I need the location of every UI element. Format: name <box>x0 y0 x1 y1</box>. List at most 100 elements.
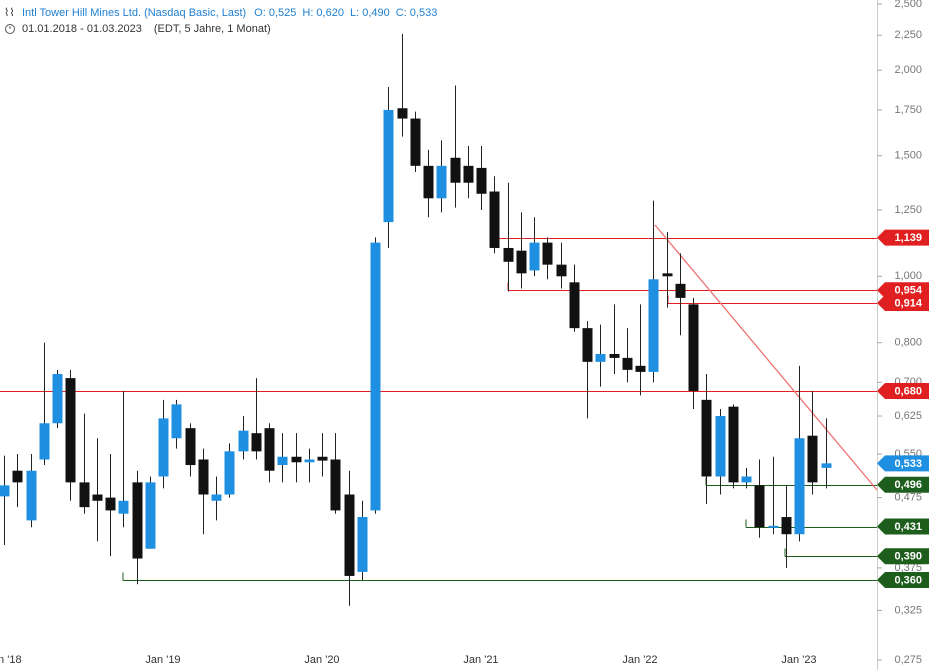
candle-body <box>436 165 447 199</box>
candle-body <box>529 242 540 271</box>
y-tick-label: 0,275 <box>894 654 922 666</box>
candle-body <box>118 500 129 514</box>
x-tick-label: Jan '19 <box>145 654 180 666</box>
x-tick-label: Jan '18 <box>0 654 22 666</box>
ohlc-value: C: 0,533 <box>396 7 438 19</box>
candle-body <box>105 497 116 511</box>
candle-body <box>781 517 792 535</box>
y-tick-label: 0,475 <box>894 492 922 504</box>
y-tick-label: 0,375 <box>894 562 922 574</box>
candle-body <box>728 406 739 483</box>
level-badge-label: 0,496 <box>894 479 922 491</box>
level-badge <box>877 229 929 246</box>
ohlc-value: L: 0,490 <box>350 7 390 19</box>
candle-body <box>556 264 567 277</box>
candle-body <box>741 476 752 483</box>
candle-body <box>344 494 355 576</box>
candle-body <box>648 279 659 372</box>
y-tick-label: 1,250 <box>894 204 922 216</box>
level-badge <box>877 476 929 493</box>
level-badge-label: 0,954 <box>894 285 922 297</box>
candle-body <box>211 494 222 501</box>
plot-area: Jan '18 Jan '19 Jan '20 Jan '21 Jan '22 Jan '… <box>0 33 878 666</box>
candle-body <box>158 418 169 477</box>
candle-body <box>304 459 315 463</box>
y-tick-label: 1,000 <box>894 270 922 282</box>
candle-body <box>145 482 156 549</box>
level-badge <box>877 572 929 589</box>
x-tick-label: Jan '21 <box>463 654 498 666</box>
ohlc-value: O: 0,525 <box>254 7 296 19</box>
level-badge-label: 1,139 <box>894 232 922 244</box>
candle-body <box>330 459 341 511</box>
chart-title: Intl Tower Hill Mines Ltd. (Nasdaq Basic… <box>22 7 246 19</box>
trend-line <box>654 224 878 491</box>
level-badge-label: 0,390 <box>894 551 922 563</box>
candle-body <box>0 485 10 497</box>
x-tick-label: Jan '22 <box>622 654 657 666</box>
candle-body <box>79 482 90 508</box>
y-tick-label: 2,000 <box>894 64 922 76</box>
candle-body <box>383 109 394 223</box>
candle-body <box>489 191 500 248</box>
candle-body <box>807 435 818 483</box>
level-badge <box>877 382 929 399</box>
candle-body <box>794 438 805 535</box>
chart-icon: ⌇⌇ <box>4 7 15 19</box>
candle-body <box>662 273 673 277</box>
candle-body <box>132 482 143 559</box>
candle-body <box>754 485 765 528</box>
candle-body <box>224 451 235 495</box>
y-axis: 2,500 2,250 2,000 1,750 1,500 1,250 1,000 0,800… <box>877 0 929 666</box>
candle-body <box>675 283 686 298</box>
level-badge-label: 0,914 <box>894 297 922 309</box>
last-price-badge-label: 0,533 <box>894 458 922 470</box>
candle-body <box>264 428 275 471</box>
candle-body <box>476 167 487 194</box>
candle-body <box>291 456 302 463</box>
y-tick-label: 0,800 <box>894 337 922 349</box>
level-badge <box>877 518 929 535</box>
candle-body <box>582 328 593 362</box>
y-tick-label: 2,500 <box>894 0 922 10</box>
level-badge <box>877 282 929 299</box>
candle-body <box>622 357 633 370</box>
candle-body <box>397 108 408 119</box>
candle-body <box>463 165 474 183</box>
candle-body <box>26 470 37 521</box>
candle-body <box>65 378 76 483</box>
candle-body <box>198 459 209 495</box>
candle-body <box>569 282 580 329</box>
y-tick-label: 1,500 <box>894 150 922 162</box>
candle-body <box>238 430 249 452</box>
candle-body <box>370 242 381 511</box>
last-price-badge <box>877 455 929 472</box>
y-tick-label: 1,750 <box>894 104 922 116</box>
candle-body <box>410 118 421 166</box>
y-tick-label: 2,250 <box>894 29 922 41</box>
clock-icon <box>5 24 15 34</box>
candle-body <box>423 165 434 199</box>
candle-body <box>39 423 50 460</box>
ohlc-value: H: 0,620 <box>302 7 344 19</box>
candle-body <box>595 354 606 362</box>
header: ⌇⌇ Intl Tower Hill Mines Ltd. (Nasdaq Ba… <box>4 7 437 35</box>
candle-body <box>503 247 514 262</box>
level-badge-label: 0,431 <box>894 521 922 533</box>
candle-body <box>450 157 461 183</box>
candle-body <box>317 456 328 461</box>
candle-body <box>357 517 368 572</box>
candle-body <box>635 365 646 372</box>
level-badge-label: 0,680 <box>894 385 922 397</box>
candle-body <box>701 399 712 477</box>
subtitle-detail: (EDT, 5 Jahre, 1 Monat) <box>154 23 271 35</box>
candle-body <box>92 494 103 501</box>
candle-body <box>821 463 832 468</box>
y-tick-label: 0,325 <box>894 604 922 616</box>
candle-body <box>688 304 699 391</box>
y-tick-label: 0,625 <box>894 410 922 422</box>
level-badge <box>877 548 929 565</box>
x-tick-label: Jan '23 <box>781 654 816 666</box>
